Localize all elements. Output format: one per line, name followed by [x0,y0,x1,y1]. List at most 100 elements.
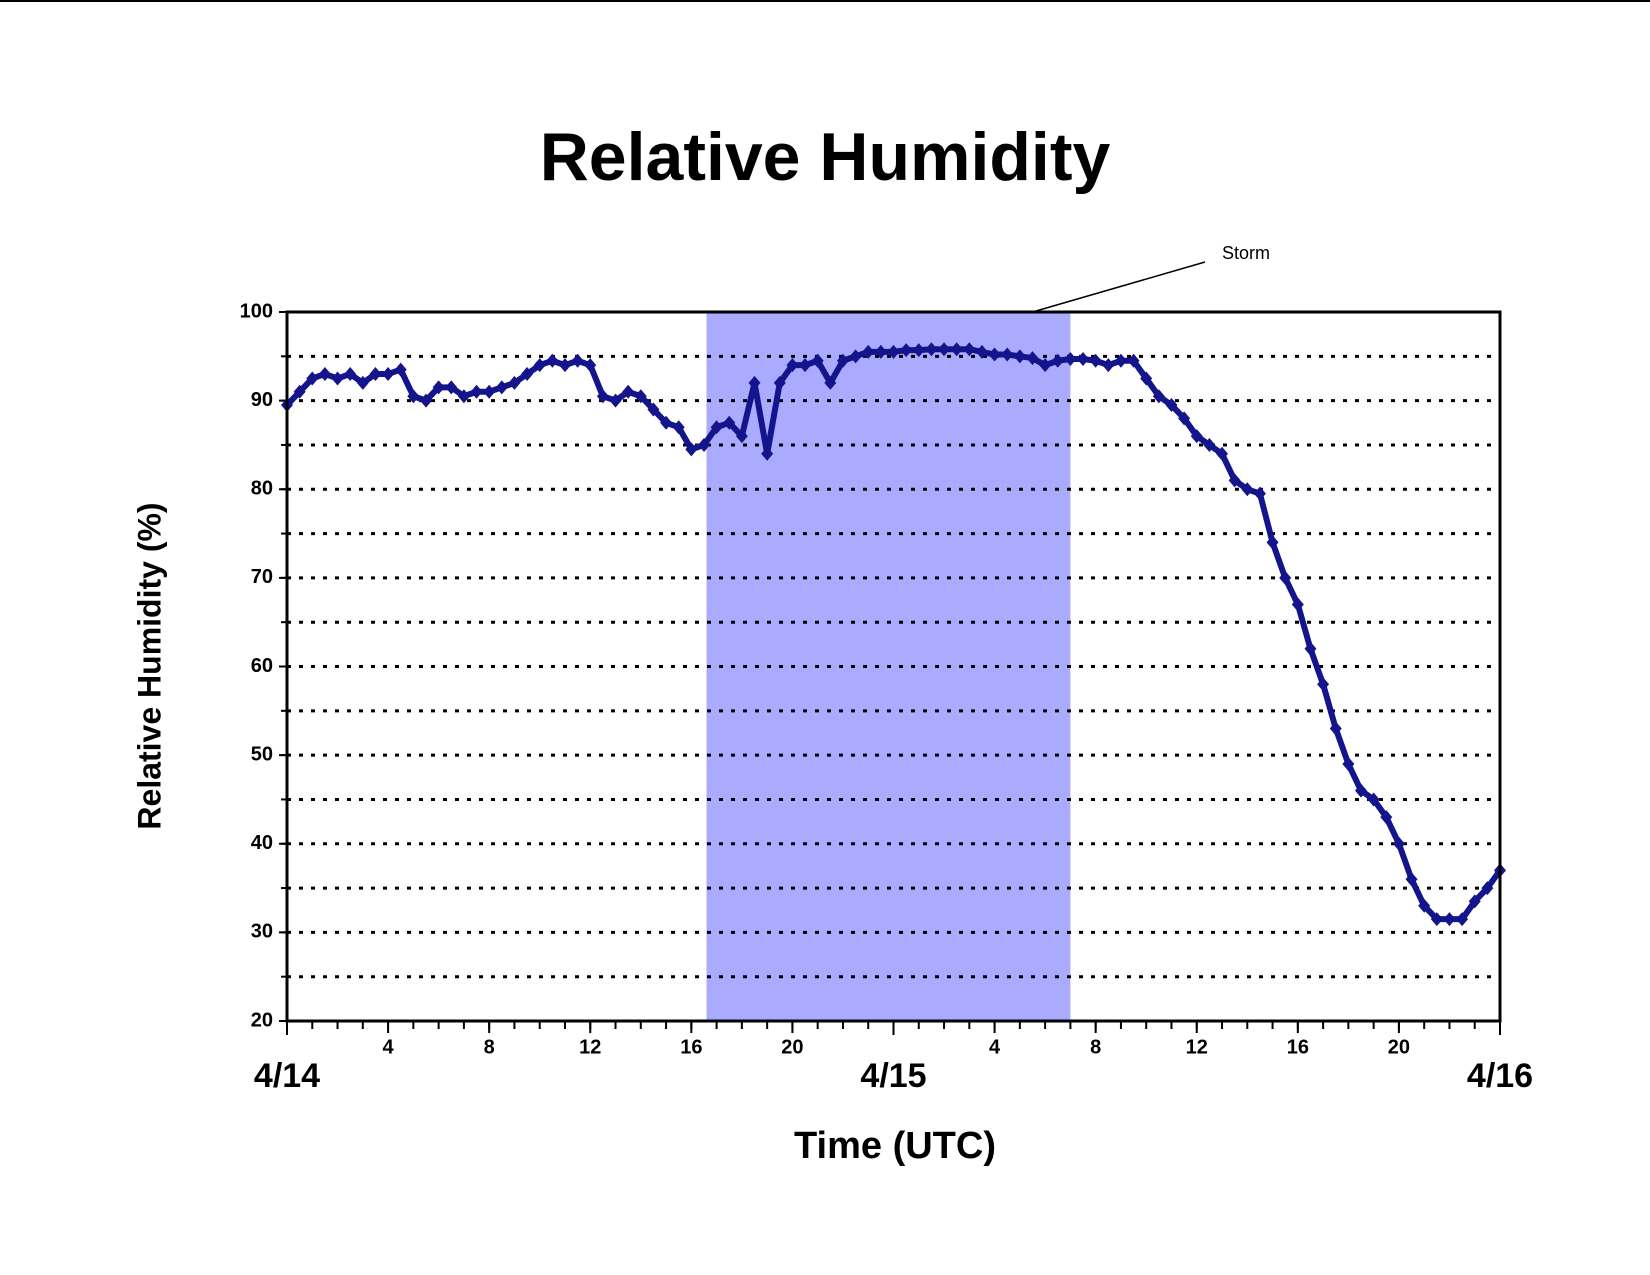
data-point [470,384,483,399]
data-point [407,389,420,404]
x-date-label: 4/14 [254,1057,320,1095]
data-point [1140,371,1153,386]
data-point [1013,349,1026,364]
data-point [1317,677,1330,692]
data-point [925,342,938,357]
data-point [975,344,988,359]
data-point [344,367,357,382]
x-tick-label: 12 [1186,1036,1208,1058]
data-point [1392,836,1405,851]
data-point [1228,473,1241,488]
data-point [1178,411,1191,426]
data-point [533,358,546,373]
data-point [1039,358,1052,373]
data-point [1329,721,1342,736]
data-point [1026,351,1039,366]
data-point [558,358,571,373]
data-point [419,393,432,408]
x-tick-label: 16 [1287,1036,1309,1058]
y-tick-label: 100 [240,300,273,322]
data-point [912,343,925,358]
x-tick-label: 12 [579,1036,601,1058]
data-point [1190,429,1203,444]
y-tick-label: 70 [251,566,273,588]
data-point [546,353,559,368]
x-tick-label: 8 [484,1036,495,1058]
data-point [609,393,622,408]
data-point [1216,446,1229,461]
data-point [1001,347,1014,362]
x-axis-title: Time (UTC) [794,1125,996,1167]
data-point [1405,872,1418,887]
data-point [306,371,319,386]
x-tick-label: 4 [989,1036,1001,1058]
data-point [786,358,799,373]
data-point [1089,353,1102,368]
data-point [1355,783,1368,798]
data-point [836,353,849,368]
data-point [394,362,407,377]
data-point [887,344,900,359]
data-point [1291,597,1304,612]
data-point [571,353,584,368]
data-point [685,442,698,457]
data-point [1203,437,1216,452]
data-point [331,371,344,386]
data-point [874,344,887,359]
data-point [318,367,331,382]
data-point [1430,912,1443,927]
data-point [1456,912,1469,927]
data-point [1102,358,1115,373]
data-point [1077,351,1090,366]
y-tick-label: 40 [251,832,273,854]
data-point [849,349,862,364]
data-point [1241,482,1254,497]
data-point [1253,486,1266,501]
y-tick-label: 30 [251,921,273,943]
data-point [1165,398,1178,413]
data-point [1266,535,1279,550]
y-tick-label: 60 [251,655,273,677]
plot-frame [285,310,1502,1023]
data-point [1304,641,1317,656]
x-tick-label: 20 [781,1036,803,1058]
data-point [1481,881,1494,896]
data-point [1418,898,1431,913]
data-point [508,375,521,390]
y-tick-label: 50 [251,743,273,765]
data-point [799,358,812,373]
x-tick-label: 4 [383,1036,395,1058]
data-point [622,384,635,399]
data-point [356,375,369,390]
data-point [862,344,875,359]
data-point [483,384,496,399]
data-point [672,420,685,435]
data-point [369,367,382,382]
data-point [1051,353,1064,368]
data-point [988,347,1001,362]
data-point [950,342,963,357]
data-point [634,389,647,404]
chart-title: Relative Humidity [540,119,1111,195]
data-point [900,343,913,358]
data-point [824,375,837,390]
y-tick-label: 80 [251,478,273,500]
data-point [432,380,445,395]
data-point [938,342,951,357]
x-tick-label: 8 [1090,1036,1101,1058]
data-point [1152,389,1165,404]
x-date-label: 4/15 [860,1057,926,1095]
annotation-leader [1032,261,1206,313]
data-point [596,389,609,404]
data-point [584,358,597,373]
data-point [293,384,306,399]
x-date-label: 4/16 [1467,1057,1533,1095]
data-point [1443,912,1456,927]
x-tick-label: 20 [1388,1036,1410,1058]
data-point [445,380,458,395]
y-tick-label: 20 [251,1009,273,1031]
data-point [382,367,395,382]
data-point [647,402,660,417]
data-point [1367,792,1380,807]
